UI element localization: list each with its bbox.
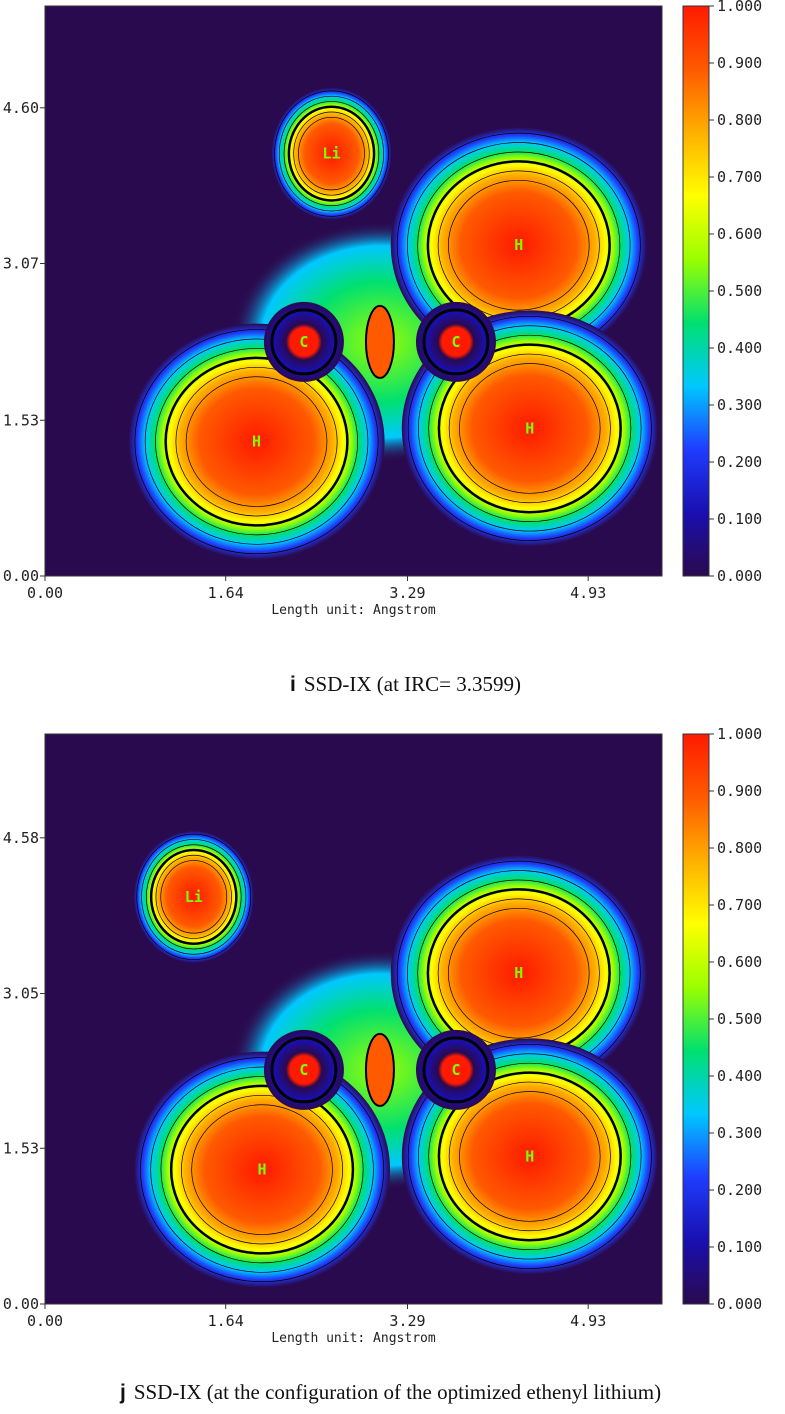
colorbar-tick-label: 0.800 (717, 839, 762, 857)
colorbar-tick-label: 0.200 (717, 1181, 762, 1199)
x-tick-label: 3.29 (389, 584, 425, 602)
colorbar (682, 5, 710, 577)
contour-chart-j: Li H C C H H 0.00 1.64 3.29 4.93 0.00 1.53 3.05 4.58 L… (3, 728, 762, 1346)
atom-label-h: H (514, 964, 523, 982)
colorbar-tick-label: 0.400 (717, 339, 762, 357)
atom-label-li: Li (322, 145, 340, 163)
atom-label-h: H (514, 236, 523, 254)
colorbar-tick-label: 0.300 (717, 1124, 762, 1142)
colorbar-tick-label: 0.600 (717, 953, 762, 971)
cc-bond-feature (364, 1032, 395, 1107)
colorbar-tick-label: 0.200 (717, 453, 762, 471)
colorbar (682, 733, 710, 1305)
cc-bond-feature (364, 304, 395, 379)
colorbar-tick-label: 0.500 (717, 1010, 762, 1028)
density-field (133, 830, 658, 1288)
atom-label-h: H (525, 1147, 534, 1165)
x-axis-label: Length unit: Angstrom (271, 603, 436, 618)
y-tick-label: 0.00 (3, 1295, 39, 1313)
x-axis-label: Length unit: Angstrom (271, 1331, 436, 1346)
atom-label-c: C (299, 1061, 308, 1079)
colorbar-tick-label: 0.400 (717, 1067, 762, 1085)
caption-i: i SSD-IX (at IRC= 3.3599) (290, 672, 521, 697)
caption-letter-j: j (120, 1381, 126, 1404)
x-tick-label: 0.00 (27, 584, 63, 602)
colorbar-tick-label: 0.100 (717, 510, 762, 528)
colorbar-tick-label: 1.000 (717, 728, 762, 743)
density-field (128, 87, 658, 560)
x-tick-label: 1.64 (208, 584, 244, 602)
atom-label-h: H (252, 433, 261, 451)
lobe-li-0 (271, 87, 392, 220)
colorbar-tick-label: 0.800 (717, 111, 762, 129)
x-tick-label: 0.00 (27, 1312, 63, 1330)
colorbar-tick-label: 0.900 (717, 782, 762, 800)
y-tick-label: 1.53 (3, 411, 39, 429)
atom-label-c: C (451, 1061, 460, 1079)
y-tick-label: 3.07 (3, 255, 39, 273)
colorbar-tick-label: 0.700 (717, 168, 762, 186)
caption-text-j: SSD-IX (at the configuration of the opti… (133, 1380, 662, 1404)
y-tick-label: 4.60 (3, 99, 39, 117)
caption-text-i: SSD-IX (at IRC= 3.3599) (303, 672, 522, 696)
colorbar-tick-label: 1.000 (717, 0, 762, 15)
y-tick-label: 4.58 (3, 829, 39, 847)
colorbar-tick-label: 0.700 (717, 896, 762, 914)
core-c-2 (263, 1029, 344, 1110)
chart-panel-j: Li H C C H H 0.00 1.64 3.29 4.93 0.00 1.53 3.05 4.58 L… (0, 728, 785, 1408)
colorbar-tick-label: 0.300 (717, 396, 762, 414)
y-tick-label: 3.05 (3, 985, 39, 1003)
lobe-h-4 (134, 1051, 391, 1288)
atom-label-c: C (299, 333, 308, 351)
core-c-3 (415, 301, 496, 382)
atom-label-c: C (451, 333, 460, 351)
colorbar-tick-label: 0.600 (717, 225, 762, 243)
core-c-2 (263, 301, 344, 382)
x-tick-label: 3.29 (389, 1312, 425, 1330)
y-tick-label: 0.00 (3, 567, 39, 585)
contour-chart-i: Li H C C H H 0.00 1.64 3.29 4.93 0.00 1.53 3.07 4.60 L… (3, 0, 762, 618)
colorbar-tick-label: 0.000 (717, 1295, 762, 1313)
core-c-3 (415, 1029, 496, 1110)
colorbar-tick-label: 0.000 (717, 567, 762, 585)
atom-label-h: H (525, 419, 534, 437)
lobe-h-4 (128, 323, 385, 560)
y-tick-label: 1.53 (3, 1139, 39, 1157)
caption-j: j SSD-IX (at the configuration of the opt… (120, 1380, 661, 1405)
colorbar-tick-label: 0.900 (717, 54, 762, 72)
atom-label-h: H (258, 1161, 267, 1179)
x-tick-label: 1.64 (208, 1312, 244, 1330)
x-tick-label: 4.93 (570, 584, 606, 602)
lobe-li-0 (133, 830, 254, 963)
x-tick-label: 4.93 (570, 1312, 606, 1330)
plot-frame (44, 733, 663, 1305)
plot-frame (44, 5, 663, 577)
chart-panel-i: Li H C C H H 0.00 1.64 3.29 4.93 0.00 1.53 3.07 4.60 L… (0, 0, 785, 680)
colorbar-tick-label: 0.100 (717, 1238, 762, 1256)
atom-label-li: Li (185, 888, 203, 906)
colorbar-tick-label: 0.500 (717, 282, 762, 300)
caption-letter-i: i (290, 673, 296, 696)
